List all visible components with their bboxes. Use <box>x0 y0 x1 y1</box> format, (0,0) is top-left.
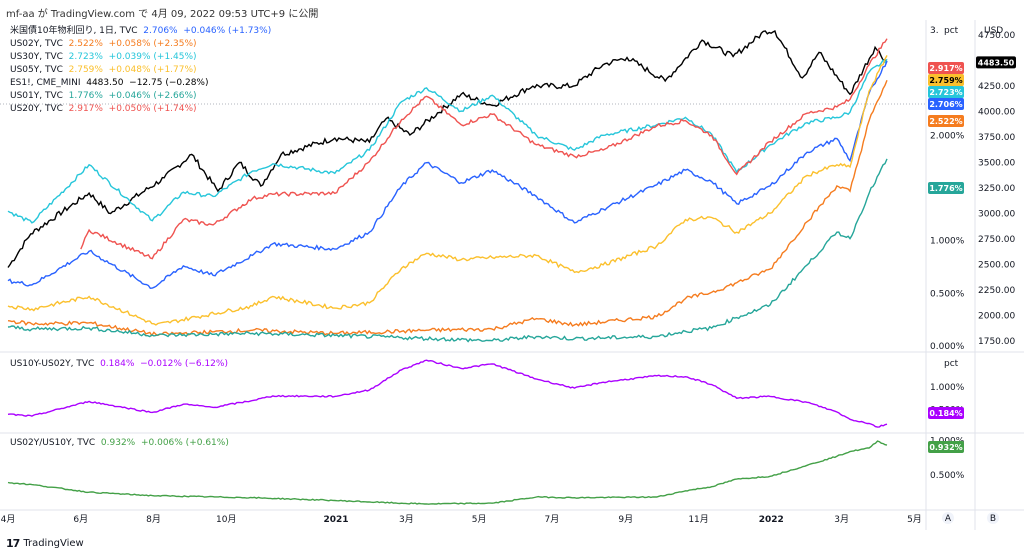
x-tick-10: 2022 <box>759 515 784 525</box>
main-usd-tick-2: 2250.00 <box>978 286 1015 296</box>
series-ratio-line <box>7 440 888 505</box>
ratio-tick-0: 0.500% <box>930 471 965 481</box>
series-us02y-line <box>7 80 888 337</box>
price-tag-us30y-text: 2.723% <box>929 88 962 97</box>
price-tag-us30y-bg <box>928 86 964 98</box>
series-es1-line <box>7 29 888 268</box>
main-usd-tick-11: 4750.00 <box>978 31 1015 41</box>
series-us20y-line <box>80 38 888 260</box>
price-tag-us10y: 2.706% <box>928 98 964 110</box>
price-tag-us02y-bg <box>928 115 964 127</box>
price-tag-ratio: 0.932% <box>928 441 964 453</box>
main-usd-tick-3: 2500.00 <box>978 260 1015 270</box>
main-legend-us01y: US01Y, TVC 1.776% +0.046% (+2.66%) <box>10 91 197 101</box>
x-tick-8: 9月 <box>618 514 633 525</box>
price-tag-es1: 4483.50 <box>976 56 1016 69</box>
spread-tick-0: 1.000% <box>930 383 965 393</box>
publish-header: mf-aa が TradingView.com で 4月 09, 2022 09… <box>6 9 319 20</box>
main-pct-tick-1: 0.500% <box>930 289 965 299</box>
spread-legend-spread: US10Y-US02Y, TVC 0.184% −0.012% (−6.12%) <box>10 359 228 369</box>
x-tick-9: 11月 <box>688 514 708 525</box>
main-usd-tick-8: 3750.00 <box>978 133 1015 143</box>
series-spread-line <box>7 359 888 428</box>
price-tag-spread: 0.184% <box>928 407 964 419</box>
main-usd-tick-0: 1750.00 <box>978 337 1015 347</box>
price-tag-us10y-bg <box>928 98 964 110</box>
price-tag-us01y-text: 1.776% <box>929 184 962 193</box>
price-tag-spread-bg <box>928 407 964 419</box>
price-tag-us02y-text: 2.522% <box>929 117 962 126</box>
footer: 17 TradingView <box>6 537 84 550</box>
price-label-layer: 4483.50 2.723% 2.917% 2.706% 2.759% 2.522% 1.7… <box>928 56 1016 453</box>
price-tag-us10y-text: 2.706% <box>929 100 962 109</box>
price-tag-us05y: 2.759% <box>928 74 964 86</box>
price-tag-us20y-text: 2.917% <box>929 64 962 73</box>
x-tick-0: 4月 <box>1 514 16 525</box>
footer-brand[interactable]: TradingView <box>23 538 84 549</box>
x-tick-5: 3月 <box>399 514 414 525</box>
axis-button-a[interactable]: A <box>942 512 954 524</box>
price-tag-spread-text: 0.184% <box>929 409 962 418</box>
main-legend-us05y: US05Y, TVC 2.759% +0.048% (+1.77%) <box>10 65 197 75</box>
series-us05y-line <box>7 55 888 326</box>
main-usd-tick-7: 3500.00 <box>978 159 1015 169</box>
main-usd-tick-4: 2750.00 <box>978 235 1015 245</box>
main-pct-unit: pct <box>944 26 959 36</box>
price-tag-es1-bg <box>976 56 1016 69</box>
main-pct-tick-0: 0.000% <box>930 342 965 352</box>
main-legend-us10y: 米国債10年物利回り, 1日, TVC 2.706% +0.046% (+1.7… <box>10 24 271 36</box>
price-tag-us01y-bg <box>928 182 964 194</box>
x-tick-1: 6月 <box>73 514 88 525</box>
price-tag-us01y: 1.776% <box>928 182 964 194</box>
axis-button-a-label: A <box>945 514 952 524</box>
main-legend-us20y: US20Y, TVC 2.917% +0.050% (+1.74%) <box>10 104 197 114</box>
x-tick-12: 5月 <box>907 514 922 525</box>
main-usd-tick-5: 3000.00 <box>978 209 1015 219</box>
axis-button-b-label: B <box>990 514 996 524</box>
x-tick-4: 2021 <box>323 515 348 525</box>
price-tag-us20y-bg <box>928 62 964 74</box>
main-usd-tick-6: 3250.00 <box>978 184 1015 194</box>
ratio-legend-ratio: US02Y/US10Y, TVC 0.932% +0.006% (+0.61%) <box>10 438 229 448</box>
series-layer <box>7 29 888 505</box>
series-us10y-line <box>7 60 888 290</box>
main-legend-us02y: US02Y, TVC 2.522% +0.058% (+2.35%) <box>10 39 197 49</box>
main-legend-us30y: US30Y, TVC 2.723% +0.039% (+1.45%) <box>10 52 197 62</box>
main-usd-unit: USD <box>984 26 1003 36</box>
legend-layer: 米国債10年物利回り, 1日, TVC 2.706% +0.046% (+1.7… <box>10 24 271 448</box>
x-tick-6: 5月 <box>472 514 487 525</box>
main-pct-tick-5: 3. <box>930 26 939 36</box>
axis-button-b[interactable]: B <box>987 512 999 524</box>
price-tag-us30y: 2.723% <box>928 86 964 98</box>
x-tick-3: 10月 <box>216 514 236 525</box>
x-tick-11: 3月 <box>834 514 849 525</box>
main-usd-tick-10: 4250.00 <box>978 82 1015 92</box>
main-legend-es1: ES1!, CME_MINI 4483.50 −12.75 (−0.28%) <box>10 78 208 88</box>
price-tag-us20y: 2.917% <box>928 62 964 74</box>
price-tag-es1-text: 4483.50 <box>978 58 1015 67</box>
spread-pct-unit: pct <box>944 359 959 369</box>
pane-dividers <box>0 20 1024 530</box>
x-tick-2: 8月 <box>146 514 161 525</box>
main-usd-tick-9: 4000.00 <box>978 108 1015 118</box>
price-tag-us05y-bg <box>928 74 964 86</box>
x-tick-7: 7月 <box>544 514 559 525</box>
series-us01y-line <box>7 158 888 343</box>
price-tag-us02y: 2.522% <box>928 115 964 127</box>
main-usd-tick-1: 2000.00 <box>978 311 1015 321</box>
price-tag-ratio-bg <box>928 441 964 453</box>
tradingview-logo-icon[interactable]: 17 <box>6 537 20 550</box>
price-tag-ratio-text: 0.932% <box>929 443 962 452</box>
main-pct-tick-4: 2.000% <box>930 131 965 141</box>
main-pct-tick-2: 1.000% <box>930 237 965 247</box>
price-tag-us05y-text: 2.759% <box>929 76 962 85</box>
